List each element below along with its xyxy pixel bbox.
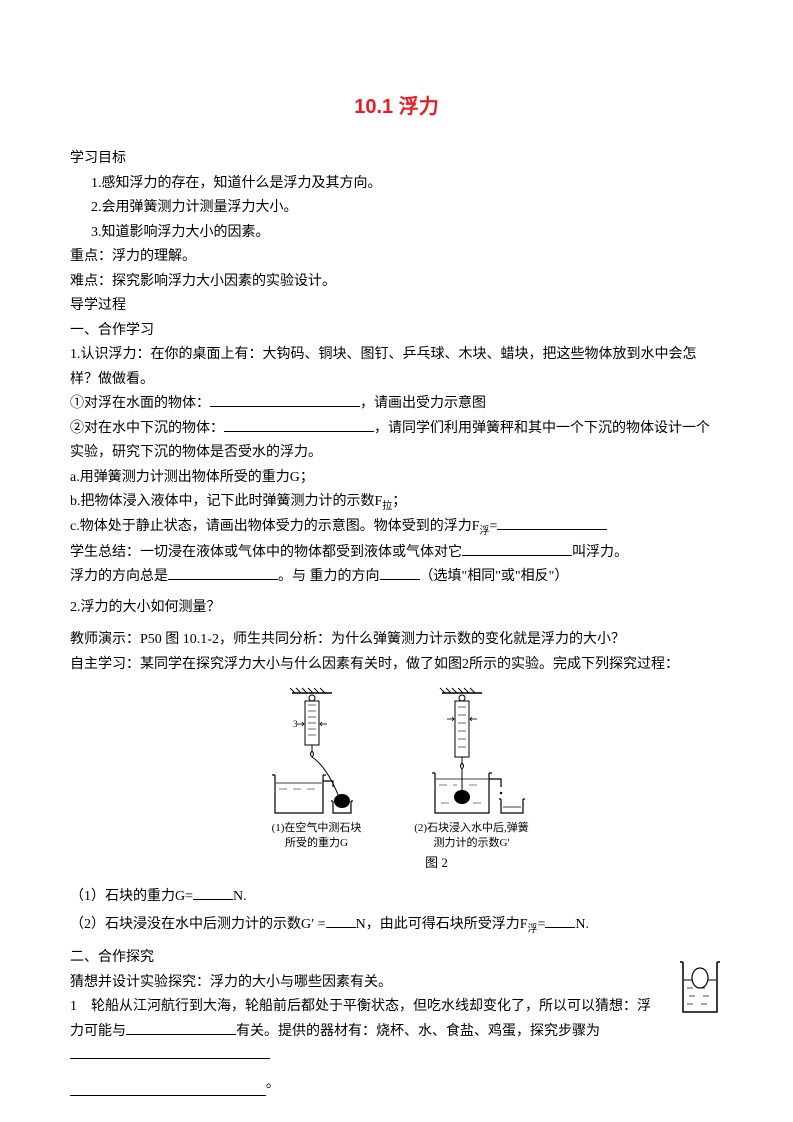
- fig-cap2-l2: 测力计的示数G': [414, 836, 529, 851]
- fig-cap2-l1: (2)石块浸入水中后,弹簧: [414, 821, 529, 836]
- p1-q2-a: ②对在水中下沉的物体：: [70, 421, 224, 436]
- part1-header: 一、合作学习: [70, 319, 723, 344]
- fig-caption-1: (1)在空气中测石块 所受的重力G: [272, 821, 362, 852]
- figure-label: 图 2: [70, 852, 723, 875]
- q2-d: N.: [575, 917, 589, 932]
- question-2: （2）石块浸没在水中后测力计的示数G′ = N，由此可得石块所受浮力F浮= N.: [70, 913, 723, 938]
- dir-b: 。与 重力的方向: [278, 569, 380, 584]
- p1-c-text: c.物体处于静止状态，请画出物体受力的示意图。物体受到的浮力F: [70, 519, 480, 534]
- part2-intro: 猜想并设计实验探究：浮力的大小与哪些因素有关。: [70, 971, 723, 996]
- p1-c: c.物体处于静止状态，请画出物体受力的示意图。物体受到的浮力F浮=: [70, 515, 723, 540]
- period: 。: [266, 1072, 280, 1097]
- q1-b: N.: [233, 889, 247, 904]
- dir-a: 浮力的方向总是: [70, 569, 168, 584]
- figure-2-right: (2)石块浸入水中后,弹簧 测力计的示数G': [407, 687, 537, 852]
- goals-header: 学习目标: [70, 147, 723, 172]
- goal-2: 2.会用弹簧测力计测量浮力大小。: [70, 196, 723, 221]
- blank-field: [168, 565, 278, 580]
- part2-header: 二、合作探究: [70, 946, 723, 971]
- goal-3: 3.知道影响浮力大小的因素。: [70, 221, 723, 246]
- diagram-air-weight: 3: [257, 687, 377, 817]
- p1-intro: 1.认识浮力：在你的桌面上有：大钩码、铜块、图钉、乒乓球、木块、蜡块，把这些物体…: [70, 343, 723, 392]
- blank-field: [193, 885, 233, 900]
- blank-field: [126, 1020, 236, 1035]
- difficulty: 难点：探究影响浮力大小因素的实验设计。: [70, 270, 723, 295]
- blank-field: [497, 515, 607, 530]
- p2-self: 自主学习：某同学在探究浮力大小与什么因素有关时，做了如图2所示的实验。完成下列探…: [70, 653, 723, 678]
- p1-b: b.把物体浸入液体中，记下此时弹簧测力计的示数F拉；: [70, 490, 723, 515]
- p1-b-end: ；: [392, 494, 406, 509]
- blank-field: [326, 913, 356, 928]
- part2-b: 有关。提供的器材有：烧杯、水、食盐、鸡蛋，探究步骤为: [236, 1024, 600, 1039]
- p1-q1: ①对浮在水面的物体： ，请画出受力示意图: [70, 392, 723, 417]
- p1-q1-b: ，请画出受力示意图: [360, 396, 486, 411]
- document-page: 10.1 浮力 学习目标 1.感知浮力的存在，知道什么是浮力及其方向。 2.会用…: [0, 0, 793, 1122]
- p2-header: 2.浮力的大小如何测量？: [70, 596, 723, 621]
- blank-field: [462, 541, 572, 556]
- q2-a: （2）石块浸没在水中后测力计的示数G′ =: [70, 917, 326, 932]
- q1-a: （1）石块的重力G=: [70, 889, 193, 904]
- equals: =: [490, 519, 498, 534]
- page-title: 10.1 浮力: [70, 90, 723, 125]
- part2-body: 1 轮船从江河航行到大海，轮船前后都处于平衡状态，但吃水线却变化了，所以可以猜想…: [70, 995, 723, 1069]
- fig-caption-2: (2)石块浸入水中后,弹簧 测力计的示数G': [414, 821, 529, 852]
- beaker-icon: [677, 956, 723, 1026]
- answer-line: 。: [70, 1069, 723, 1096]
- p1-q1-a: ①对浮在水面的物体：: [70, 396, 210, 411]
- p1-direction: 浮力的方向总是 。与 重力的方向 （选填"相同"或"相反"）: [70, 565, 723, 590]
- p1-a: a.用弹簧测力计测出物体所受的重力G；: [70, 466, 723, 491]
- guide-header: 导学过程: [70, 294, 723, 319]
- fig-cap1-l1: (1)在空气中测石块: [272, 821, 362, 836]
- keypoint: 重点：浮力的理解。: [70, 245, 723, 270]
- question-1: （1）石块的重力G= N.: [70, 885, 723, 910]
- fig-cap1-l2: 所受的重力G: [272, 836, 362, 851]
- subscript: 拉: [382, 501, 392, 512]
- p1-b-text: b.把物体浸入液体中，记下此时弹簧测力计的示数F: [70, 494, 382, 509]
- diagram-water-weight: [407, 687, 537, 817]
- blank-field: [70, 1044, 270, 1059]
- part2-block: 二、合作探究 猜想并设计实验探究：浮力的大小与哪些因素有关。 1 轮船从江河航行…: [70, 946, 723, 1096]
- figure-2: 3: [70, 687, 723, 852]
- q2-b: N，由此可得石块所受浮力F: [356, 917, 528, 932]
- blank-field: [210, 392, 360, 407]
- dir-c: （选填"相同"或"相反"）: [420, 569, 569, 584]
- subscript: 浮: [480, 526, 490, 537]
- blank-field: [224, 417, 374, 432]
- summary-a: 学生总结：一切浸在液体或气体中的物体都受到液体或气体对它: [70, 545, 462, 560]
- goal-1: 1.感知浮力的存在，知道什么是浮力及其方向。: [70, 172, 723, 197]
- figure-2-left: 3: [257, 687, 377, 852]
- p1-summary: 学生总结：一切浸在液体或气体中的物体都受到液体或气体对它 叫浮力。: [70, 541, 723, 566]
- subscript: 浮: [527, 924, 537, 935]
- p1-q2: ②对在水中下沉的物体：，请同学们利用弹簧秤和其中一个下沉的物体设计一个实验，研究…: [70, 417, 723, 466]
- q2-c: =: [537, 917, 545, 932]
- blank-field: [380, 565, 420, 580]
- summary-b: 叫浮力。: [572, 545, 628, 560]
- blank-field: [545, 913, 575, 928]
- blank-field: [70, 1073, 266, 1096]
- p2-teacher: 教师演示：P50 图 10.1-2，师生共同分析：为什么弹簧测力计示数的变化就是…: [70, 628, 723, 653]
